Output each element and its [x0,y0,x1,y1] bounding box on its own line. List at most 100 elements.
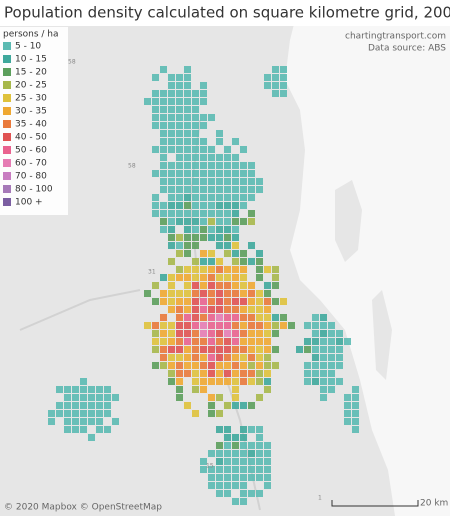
grid-cell [328,346,335,353]
grid-cell [216,450,223,457]
grid-cell [224,170,231,177]
grid-cell [264,482,271,489]
grid-cell [152,170,159,177]
grid-cell [352,418,359,425]
road-label: 58 [68,59,76,66]
grid-cell [168,178,175,185]
grid-cell [320,378,327,385]
grid-cell [248,322,255,329]
grid-cell [200,354,207,361]
grid-cell [168,146,175,153]
grid-cell [80,402,87,409]
grid-cell [248,314,255,321]
grid-cell [224,202,231,209]
grid-cell [96,386,103,393]
grid-cell [88,434,95,441]
grid-cell [288,322,295,329]
grid-cell [160,154,167,161]
grid-cell [208,234,215,241]
grid-cell [256,290,263,297]
grid-cell [304,346,311,353]
legend-swatch [3,172,11,180]
grid-cell [248,306,255,313]
grid-cell [256,338,263,345]
legend-label: 40 - 50 [15,133,47,143]
grid-cell [240,474,247,481]
grid-cell [184,138,191,145]
grid-cell [176,210,183,217]
scale-label: 20 km [420,499,448,509]
grid-cell [232,378,239,385]
grid-cell [184,82,191,89]
grid-cell [256,362,263,369]
grid-cell [248,362,255,369]
grid-cell [248,330,255,337]
attribution: © 2020 Mapbox © OpenStreetMap [4,503,162,513]
grid-cell [224,226,231,233]
grid-cell [328,322,335,329]
grid-cell [224,194,231,201]
grid-cell [184,322,191,329]
grid-cell [256,434,263,441]
grid-cell [264,346,271,353]
grid-cell [200,330,207,337]
grid-cell [168,378,175,385]
grid-cell [176,74,183,81]
grid-cell [320,346,327,353]
grid-cell [232,282,239,289]
grid-cell [160,314,167,321]
grid-cell [216,410,223,417]
grid-cell [256,298,263,305]
legend-label: 50 - 60 [15,146,47,156]
grid-cell [192,282,199,289]
grid-cell [272,274,279,281]
grid-cell [176,170,183,177]
grid-cell [152,210,159,217]
grid-cell [80,418,87,425]
grid-cell [168,74,175,81]
grid-cell [232,442,239,449]
grid-cell [208,170,215,177]
grid-cell [200,306,207,313]
grid-cell [184,178,191,185]
grid-cell [344,402,351,409]
grid-cell [160,106,167,113]
grid-cell [200,202,207,209]
grid-cell [160,322,167,329]
grid-cell [152,194,159,201]
grid-cell [200,298,207,305]
grid-cell [144,98,151,105]
grid-cell [232,474,239,481]
grid-cell [264,306,271,313]
grid-cell [272,330,279,337]
grid-cell [176,338,183,345]
grid-cell [184,74,191,81]
grid-cell [312,322,319,329]
grid-cell [184,362,191,369]
grid-cell [312,354,319,361]
grid-cell [328,386,335,393]
grid-cell [216,458,223,465]
grid-cell [96,410,103,417]
grid-cell [216,138,223,145]
grid-cell [184,154,191,161]
grid-cell [192,370,199,377]
grid-cell [184,122,191,129]
grid-cell [208,338,215,345]
grid-cell [160,218,167,225]
grid-cell [272,362,279,369]
grid-cell [216,394,223,401]
grid-cell [224,434,231,441]
grid-cell [224,346,231,353]
credit: chartingtransport.com [345,32,446,42]
grid-cell [216,346,223,353]
grid-cell [168,210,175,217]
grid-cell [168,346,175,353]
grid-cell [200,234,207,241]
grid-cell [192,346,199,353]
grid-cell [64,426,71,433]
grid-cell [192,186,199,193]
grid-cell [256,394,263,401]
grid-cell [200,274,207,281]
